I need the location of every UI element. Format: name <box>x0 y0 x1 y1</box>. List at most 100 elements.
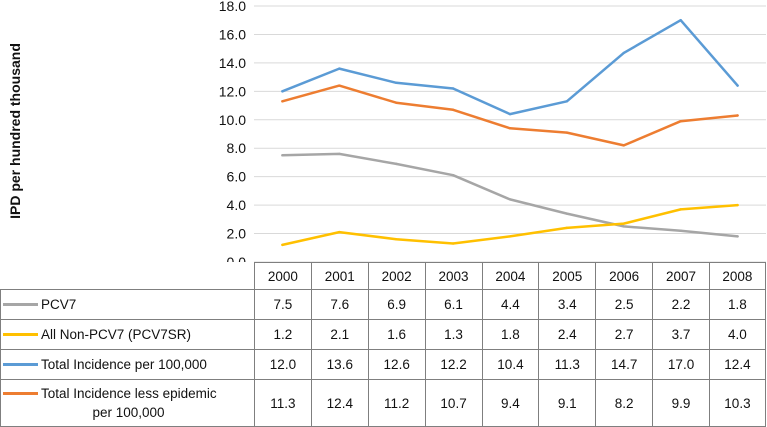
data-label: 10.4 <box>481 349 540 380</box>
y-tick-label: 0.0 <box>227 254 247 262</box>
legend-label: Total Incidence less epidemic per 100,000 <box>41 386 217 420</box>
legend-entry: Total Incidence per 100,000 <box>0 349 255 380</box>
y-tick-label: 8.0 <box>227 140 247 156</box>
data-label: 2.1 <box>310 319 369 350</box>
legend-swatch <box>3 362 38 366</box>
data-point <box>736 84 739 87</box>
data-point <box>395 81 398 85</box>
data-label: 12.4 <box>709 349 766 380</box>
y-tick-label: 10.0 <box>219 112 246 128</box>
data-point <box>736 203 739 207</box>
data-label: 1.2 <box>254 319 312 350</box>
x-tick-label: 2005 <box>538 262 597 290</box>
y-tick-label: 12.0 <box>219 83 246 99</box>
data-point <box>622 225 625 228</box>
legend-swatch <box>3 302 38 306</box>
data-label: 11.3 <box>254 379 312 427</box>
data-point <box>338 67 341 70</box>
data-label: 17.0 <box>652 349 710 380</box>
data-point <box>508 127 512 130</box>
data-label: 4.0 <box>709 319 766 350</box>
data-label: 9.1 <box>538 379 597 427</box>
y-tick-label: 6.0 <box>227 169 247 185</box>
data-label: 12.2 <box>424 349 483 380</box>
data-label: 14.7 <box>595 349 654 380</box>
data-label: 3.4 <box>538 289 597 320</box>
data-point <box>508 112 512 116</box>
legend-label: Total Incidence per 100,000 <box>41 357 207 372</box>
series-line <box>281 84 739 147</box>
series-line <box>281 152 739 238</box>
data-point <box>736 235 739 238</box>
data-table: 2000 2001 2002 2003 2004 2005 2006 2007 2008 PCV… <box>0 262 766 427</box>
data-label: 7.5 <box>254 289 312 320</box>
data-point <box>679 120 682 123</box>
data-label: 8.2 <box>595 379 654 427</box>
x-tick-label: 2000 <box>254 262 312 290</box>
data-point <box>736 114 739 117</box>
x-tick-label: 2007 <box>652 262 710 290</box>
table-row: PCV7 7.5 7.6 6.9 6.1 4.4 3.4 2.5 2.2 1.8 <box>0 289 766 320</box>
data-point <box>622 144 625 147</box>
data-point <box>565 226 569 230</box>
data-point <box>565 131 569 134</box>
data-label: 1.3 <box>424 319 483 350</box>
data-label: 7.6 <box>310 289 369 320</box>
x-tick-label: 2001 <box>310 262 369 290</box>
data-label: 10.7 <box>424 379 483 427</box>
data-label: 6.9 <box>367 289 426 320</box>
legend-entry: Total Incidence less epidemic per 100,000 <box>0 379 255 427</box>
table-row: Total Incidence less epidemic per 100,000… <box>0 379 766 427</box>
data-point <box>338 152 341 156</box>
table-corner <box>0 262 255 290</box>
legend-swatch <box>3 332 38 336</box>
data-label: 13.6 <box>310 349 369 380</box>
x-tick-label: 2006 <box>595 262 654 290</box>
line-chart: 0.0 2.0 4.0 6.0 8.0 10.0 12.0 14.0 16.0 18.0 <box>219 0 766 262</box>
series-line <box>281 203 739 247</box>
data-label: 2.2 <box>652 289 710 320</box>
data-label: 2.7 <box>595 319 654 350</box>
y-tick-label: 16.0 <box>219 26 246 42</box>
data-point <box>281 154 284 157</box>
y-tick-label: 4.0 <box>227 197 247 213</box>
data-point <box>281 100 284 103</box>
data-point <box>451 242 455 245</box>
data-label: 1.8 <box>709 289 766 320</box>
data-label: 1.6 <box>367 319 426 350</box>
y-tick-label: 18.0 <box>219 0 246 14</box>
legend-label: PCV7 <box>41 297 77 312</box>
data-point <box>451 108 455 112</box>
table-row: All Non-PCV7 (PCV7SR) 1.2 2.1 1.6 1.3 1.8 2.4 2… <box>0 319 766 350</box>
data-label: 9.4 <box>481 379 540 427</box>
table-row: Total Incidence per 100,000 12.0 13.6 12.6 1… <box>0 349 766 380</box>
legend-label: All Non-PCV7 (PCV7SR) <box>41 327 192 342</box>
x-tick-label: 2002 <box>367 262 426 290</box>
data-point <box>281 243 284 247</box>
data-point <box>451 87 455 90</box>
data-point <box>508 198 512 201</box>
legend-swatch <box>3 392 38 395</box>
data-point <box>281 90 284 93</box>
year-header-row: 2000 2001 2002 2003 2004 2005 2006 2007 2008 <box>0 262 766 290</box>
data-label: 1.8 <box>481 319 540 350</box>
data-label: 2.5 <box>595 289 654 320</box>
data-label: 6.1 <box>424 289 483 320</box>
data-label: 10.3 <box>709 379 766 427</box>
legend-entry: All Non-PCV7 (PCV7SR) <box>0 319 255 350</box>
data-point <box>679 208 682 211</box>
data-label: 12.4 <box>310 379 369 427</box>
x-tick-label: 2004 <box>481 262 540 290</box>
data-label: 2.4 <box>538 319 597 350</box>
data-label: 12.6 <box>367 349 426 380</box>
y-tick-label: 2.0 <box>227 226 247 242</box>
data-point <box>508 235 512 238</box>
data-label: 9.9 <box>652 379 710 427</box>
legend-entry: PCV7 <box>0 289 255 320</box>
data-label: 12.0 <box>254 349 312 380</box>
data-label: 11.2 <box>367 379 426 427</box>
data-point <box>338 230 341 234</box>
data-point <box>395 238 398 241</box>
data-point <box>622 51 625 55</box>
x-tick-label: 2003 <box>424 262 483 290</box>
